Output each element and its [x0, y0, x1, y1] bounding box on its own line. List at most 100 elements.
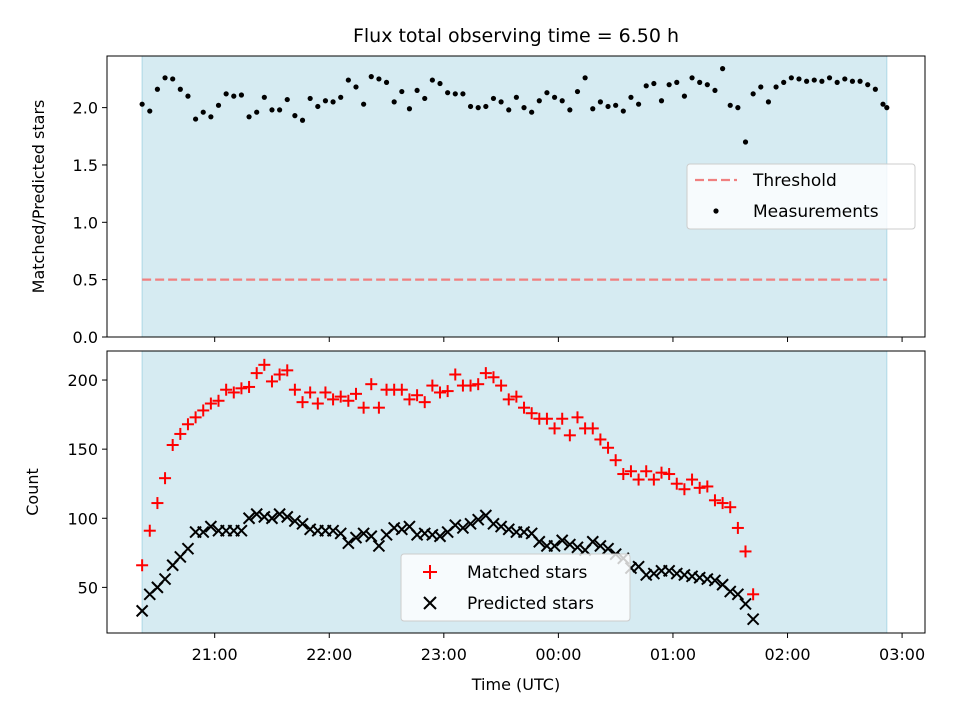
legend-predicted-swatch — [423, 596, 437, 610]
measurement-point — [849, 78, 856, 84]
legend-predicted-label: Predicted stars — [467, 594, 594, 614]
measurement-point — [697, 79, 703, 85]
matched-star-marker — [731, 521, 744, 534]
measurement-point — [208, 114, 214, 120]
measurement-point — [139, 101, 145, 107]
measurement-point — [200, 109, 206, 115]
measurement-point — [689, 75, 695, 81]
matched-star-marker — [426, 379, 439, 392]
predicted-star-marker — [433, 530, 447, 543]
measurement-point — [185, 93, 191, 99]
measurement-point — [826, 75, 833, 81]
matched-star-marker — [678, 483, 691, 496]
measurement-point — [391, 99, 397, 105]
measurement-point — [429, 77, 435, 83]
measurement-point — [147, 108, 153, 114]
measurement-point — [574, 88, 581, 95]
predicted-star-marker — [464, 517, 477, 531]
measurement-point — [254, 109, 260, 115]
measurement-point — [880, 101, 886, 107]
bottom-legend: Matched stars Predicted stars — [400, 553, 631, 622]
predicted-star-marker — [135, 604, 149, 618]
legend-measurements-label: Measurements — [753, 202, 879, 222]
predicted-star-marker — [372, 539, 386, 553]
measurement-point — [727, 102, 733, 108]
matched-star-marker — [647, 473, 660, 486]
measurement-point — [773, 84, 779, 90]
measurement-point — [865, 82, 871, 88]
matched-star-marker — [296, 396, 309, 409]
predicted-star-marker — [724, 585, 737, 598]
matched-star-marker — [212, 394, 225, 407]
measurement-point — [788, 75, 794, 81]
measurement-point — [269, 107, 275, 113]
matched-star-marker — [349, 387, 362, 400]
matched-star-marker — [265, 375, 278, 388]
measurement-point — [383, 79, 390, 85]
predicted-star-marker — [250, 507, 263, 521]
matched-star-marker — [357, 401, 370, 414]
matched-star-marker — [609, 454, 622, 467]
predicted-star-marker — [647, 567, 661, 580]
matched-star-marker — [273, 368, 286, 381]
measurement-point — [872, 86, 878, 92]
matched-star-marker — [670, 477, 683, 490]
matched-star-marker — [693, 481, 706, 494]
matched-star-marker — [487, 371, 500, 384]
matched-star-marker — [418, 396, 431, 409]
predicted-star-marker — [265, 512, 279, 525]
measurement-point — [742, 139, 749, 145]
matched-star-marker — [518, 401, 531, 414]
measurement-point — [643, 83, 649, 89]
predicted-star-marker — [471, 513, 485, 526]
matched-star-marker — [327, 393, 340, 406]
measurement-point — [551, 94, 558, 100]
measurement-point — [666, 82, 672, 88]
y-tick-label: 100 — [67, 509, 98, 528]
matched-star-marker — [724, 501, 737, 514]
measurement-point — [467, 103, 474, 110]
matched-star-marker — [563, 429, 576, 442]
top-x-ticks — [214, 337, 903, 342]
measurement-point — [376, 76, 382, 82]
matched-star-marker — [334, 390, 347, 403]
predicted-star-marker — [326, 524, 340, 537]
measurement-point — [422, 95, 428, 102]
x-tick-label: 01:00 — [650, 645, 696, 664]
measurement-point — [651, 80, 657, 87]
matched-stars-points — [136, 358, 760, 601]
matched-star-marker — [556, 412, 569, 425]
measurement-point — [559, 98, 565, 104]
measurement-point — [338, 94, 344, 100]
matched-star-marker — [365, 378, 378, 391]
measurement-point — [735, 105, 741, 111]
measurement-point — [284, 96, 290, 103]
measurement-point — [231, 93, 237, 99]
matched-star-marker — [525, 407, 538, 420]
y-tick-label: 1.0 — [73, 213, 98, 232]
measurement-point — [223, 91, 229, 97]
measurement-point — [712, 87, 718, 94]
measurement-point — [238, 92, 245, 98]
measurement-point — [819, 78, 825, 84]
predicted-star-marker — [556, 534, 569, 547]
predicted-star-marker — [662, 564, 676, 578]
legend-matched-label: Matched stars — [467, 563, 587, 583]
measurement-point — [414, 87, 420, 94]
measurement-point — [544, 90, 550, 96]
matched-star-marker — [594, 433, 607, 446]
measurement-point — [658, 98, 665, 104]
matched-star-marker — [739, 545, 752, 558]
top-legend: Threshold Measurements — [686, 163, 916, 230]
matched-star-marker — [395, 383, 408, 396]
matched-star-marker — [540, 412, 553, 425]
matched-star-marker — [502, 393, 515, 406]
predicted-star-marker — [296, 517, 309, 531]
predicted-star-marker — [288, 514, 302, 528]
matched-star-marker — [747, 588, 760, 601]
matched-star-marker — [716, 497, 729, 510]
top-legend-box — [686, 163, 916, 230]
predicted-star-marker — [739, 597, 752, 611]
measurement-point — [521, 105, 527, 111]
